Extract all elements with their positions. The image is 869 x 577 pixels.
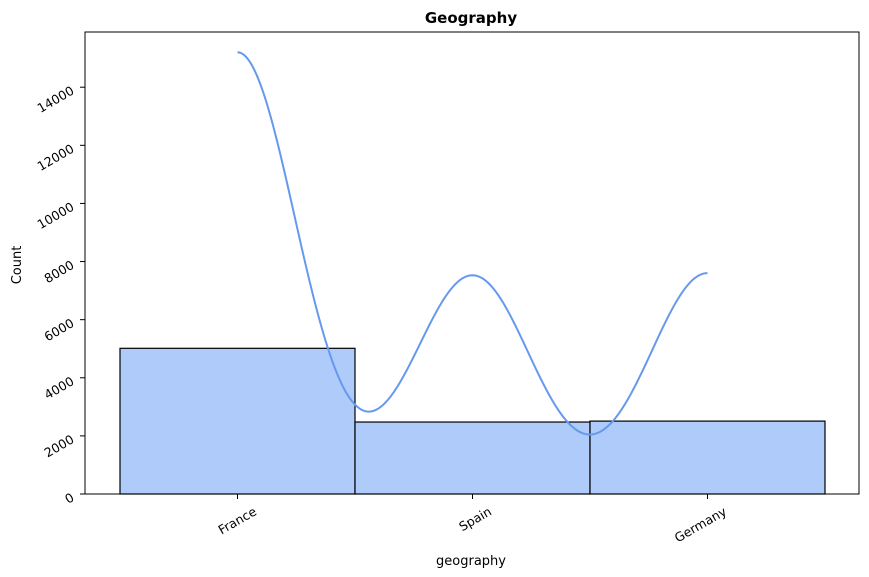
bars-layer — [119, 347, 826, 495]
bar-france — [119, 347, 356, 495]
bar-spain — [354, 421, 591, 495]
x-tick-label-germany: Germany — [672, 503, 730, 545]
y-tick-label: 6000 — [41, 315, 76, 344]
y-tick-label: 2000 — [41, 431, 76, 460]
y-tick-label: 0 — [62, 490, 76, 507]
y-tick-label: 8000 — [41, 257, 76, 286]
y-tick-label: 14000 — [35, 83, 77, 116]
y-axis: 0 2000 4000 6000 8000 10000 12000 14000 — [35, 83, 85, 507]
kde-line — [237, 51, 708, 436]
y-tick-label: 10000 — [35, 199, 77, 232]
bar-germany — [589, 420, 826, 495]
chart-title: Geography — [425, 9, 517, 27]
y-tick-label: 4000 — [41, 373, 76, 402]
x-tick-label-france: France — [215, 503, 259, 537]
x-tick-label-spain: Spain — [456, 504, 494, 534]
x-axis: France Spain Germany — [215, 494, 730, 545]
y-axis-label: Count — [10, 246, 25, 285]
x-axis-label: geography — [436, 554, 506, 569]
y-tick-label: 12000 — [35, 141, 77, 174]
